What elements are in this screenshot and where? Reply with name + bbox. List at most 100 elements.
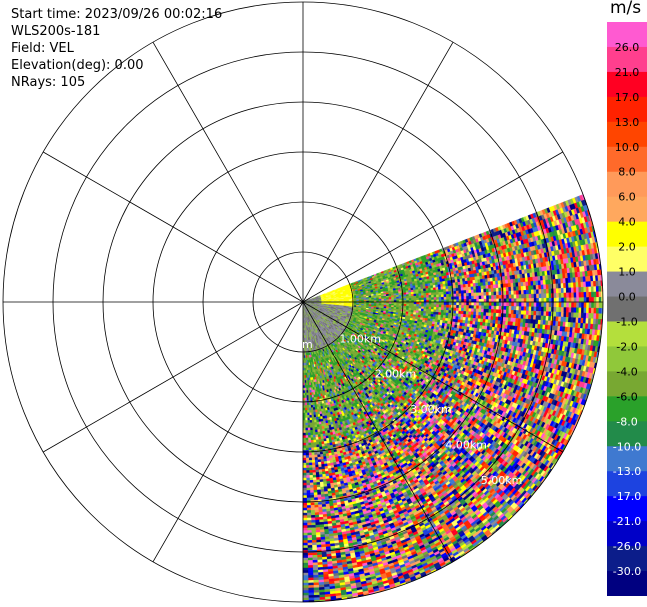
velocity-cell	[470, 311, 474, 316]
velocity-cell	[508, 294, 512, 299]
velocity-cell	[406, 296, 410, 299]
velocity-cell	[505, 287, 509, 292]
velocity-cell	[503, 290, 507, 296]
velocity-cell	[466, 296, 470, 300]
velocity-cell	[421, 306, 425, 310]
velocity-cell	[456, 293, 460, 297]
velocity-cell	[420, 288, 424, 292]
velocity-cell	[496, 302, 500, 307]
velocity-cell	[533, 302, 537, 308]
velocity-cell	[513, 313, 517, 319]
velocity-cell	[498, 305, 502, 311]
velocity-cell	[463, 305, 467, 309]
velocity-cell	[441, 294, 445, 298]
velocity-cell	[488, 288, 492, 293]
velocity-cell	[421, 304, 425, 308]
velocity-cell	[460, 307, 465, 312]
velocity-cell	[418, 304, 422, 307]
velocity-cell	[436, 307, 440, 311]
velocity-cell	[503, 294, 507, 299]
velocity-cell	[481, 305, 485, 310]
velocity-cell	[533, 289, 537, 295]
velocity-cell	[490, 291, 495, 296]
velocity-cell	[521, 294, 525, 299]
velocity-cell	[493, 291, 497, 296]
velocity-cell	[466, 302, 470, 306]
velocity-cell	[523, 302, 527, 307]
velocity-cell	[561, 292, 565, 299]
velocity-cell	[376, 299, 380, 301]
velocity-cell	[480, 288, 484, 293]
velocity-cell	[593, 307, 597, 314]
velocity-cell	[430, 290, 434, 294]
velocity-cell	[511, 294, 515, 299]
velocity-cell	[520, 314, 524, 320]
velocity-cell	[458, 293, 462, 297]
velocity-cell	[473, 308, 477, 313]
velocity-cell	[446, 307, 450, 311]
velocity-cell	[460, 287, 464, 291]
velocity-cell	[541, 293, 545, 299]
velocity-cell	[398, 303, 402, 307]
velocity-cell	[498, 302, 502, 307]
velocity-cell	[536, 293, 540, 299]
velocity-cell	[473, 302, 477, 306]
velocity-cell	[430, 309, 435, 313]
velocity-cell	[563, 302, 567, 308]
velocity-cell	[418, 297, 422, 301]
velocity-cell	[548, 302, 552, 308]
velocity-cell	[448, 296, 452, 300]
velocity-cell	[453, 287, 457, 292]
velocity-cell	[520, 290, 525, 295]
velocity-cell	[466, 292, 470, 297]
velocity-cell	[458, 313, 462, 318]
velocity-cell	[528, 306, 532, 312]
velocity-cell	[423, 292, 427, 296]
velocity-cell	[423, 290, 427, 294]
velocity-cell	[565, 287, 570, 294]
velocity-cell	[443, 291, 447, 295]
velocity-cell	[453, 305, 457, 309]
velocity-cell	[458, 302, 462, 306]
velocity-cell	[436, 294, 440, 298]
velocity-cell	[515, 314, 519, 319]
velocity-cell	[471, 302, 475, 306]
velocity-cell	[440, 309, 445, 313]
velocity-cell	[465, 311, 469, 315]
velocity-cell	[456, 302, 460, 306]
velocity-cell	[428, 292, 432, 296]
velocity-cell	[408, 302, 412, 305]
velocity-cell	[553, 293, 557, 299]
velocity-cell	[485, 312, 489, 317]
velocity-cell	[438, 289, 442, 293]
velocity-cell	[453, 302, 457, 306]
velocity-cell	[518, 306, 522, 311]
velocity-cell	[476, 305, 480, 310]
velocity-cell	[473, 292, 477, 297]
velocity-cell	[560, 287, 565, 294]
velocity-cell	[421, 295, 425, 299]
velocity-cell	[515, 286, 519, 291]
velocity-cell	[548, 311, 552, 317]
velocity-cell	[416, 306, 420, 309]
velocity-cell	[431, 306, 435, 310]
velocity-cell	[433, 297, 437, 301]
velocity-cell	[423, 306, 427, 310]
velocity-cell	[433, 302, 437, 306]
velocity-cell	[440, 312, 444, 316]
velocity-cell	[445, 310, 450, 314]
velocity-cell	[543, 306, 547, 312]
velocity-cell	[558, 288, 562, 294]
velocity-cell	[418, 302, 422, 305]
velocity-cell	[483, 308, 487, 313]
velocity-cell	[463, 290, 467, 294]
velocity-cell	[473, 311, 477, 316]
velocity-cell	[448, 293, 452, 298]
velocity-cell	[543, 311, 547, 317]
velocity-cell	[538, 311, 542, 317]
velocity-cell	[488, 291, 492, 296]
velocity-cell	[578, 292, 582, 298]
velocity-cell	[553, 283, 557, 289]
velocity-cell	[493, 295, 497, 300]
velocity-cell	[426, 304, 430, 308]
